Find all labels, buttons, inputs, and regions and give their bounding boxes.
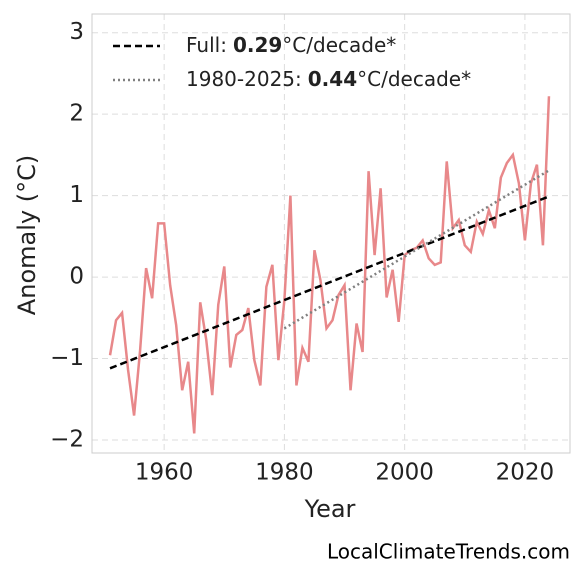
trend-line — [283, 169, 550, 330]
legend-label: Full: 0.29°C/decade* — [186, 33, 396, 57]
anomaly-line — [108, 96, 551, 434]
y-tick-label: 0 — [69, 264, 84, 290]
trend-line — [109, 195, 550, 370]
y-tick-label: −2 — [50, 426, 84, 452]
legend-label: 1980-2025: 0.44°C/decade* — [186, 67, 471, 91]
y-axis-label: Anomaly (°C) — [13, 155, 41, 315]
x-tick-label: 2000 — [375, 460, 434, 486]
legend-rate: 0.29 — [233, 33, 282, 57]
legend-unit: °C/decade* — [282, 33, 396, 57]
y-tick-label: 3 — [69, 19, 84, 45]
legend-name: 1980-2025: — [186, 67, 302, 91]
y-tick-label: −1 — [50, 345, 84, 371]
legend-rate: 0.44 — [308, 67, 357, 91]
x-tick-label: 1980 — [255, 460, 314, 486]
legend-name: Full: — [186, 33, 227, 57]
x-axis-label: Year — [304, 495, 356, 523]
watermark: LocalClimateTrends.com — [327, 540, 570, 564]
y-tick-label: 2 — [69, 101, 84, 127]
x-tick-label: 2020 — [496, 460, 555, 486]
x-tick-label: 1960 — [135, 460, 194, 486]
legend-unit: °C/decade* — [357, 67, 471, 91]
y-tick-label: 1 — [69, 182, 84, 208]
plot-frame — [91, 13, 571, 454]
